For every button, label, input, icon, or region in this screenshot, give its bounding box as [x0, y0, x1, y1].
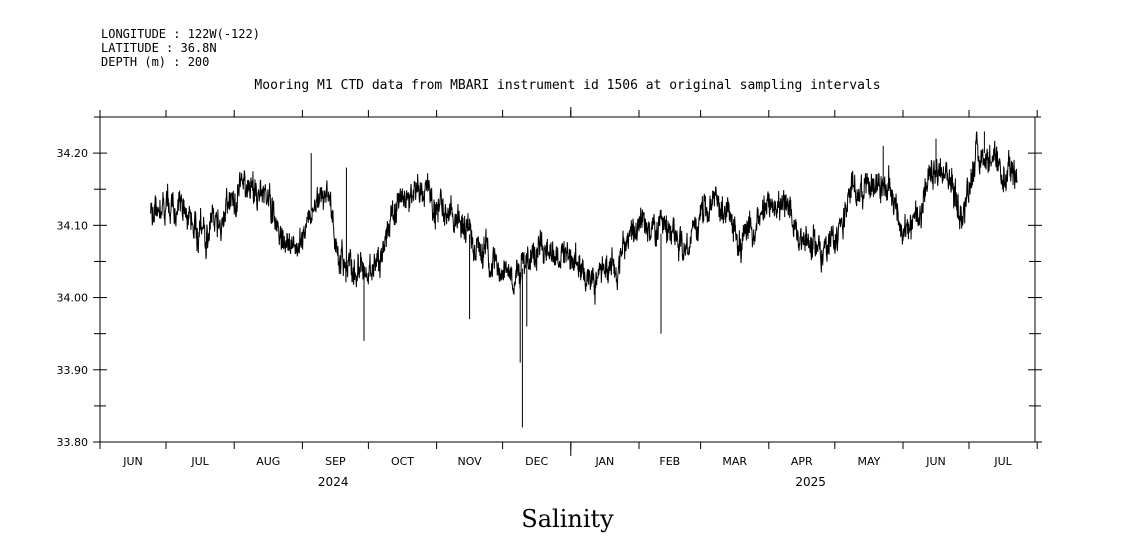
x-tick-label: AUG: [256, 455, 280, 468]
salinity-chart: 33.80 33.90 34.00 34.10 34.20 JUN JUL AUG SEP OCT…: [57, 107, 1042, 489]
year-label: 2024: [318, 475, 349, 489]
chart-title: Mooring M1 CTD data from MBARI instrumen…: [254, 78, 881, 93]
y-tick-label: 34.10: [57, 219, 89, 232]
x-tick-label: JAN: [594, 455, 614, 468]
longitude-label: LONGITUDE : 122W(-122): [101, 27, 260, 41]
x-tick-label: OCT: [391, 455, 414, 468]
x-axis-label: Salinity: [521, 505, 614, 533]
y-tick-label: 33.80: [57, 436, 89, 449]
x-tick-label: FEB: [659, 455, 680, 468]
salinity-series-line: [150, 131, 1018, 305]
plot-frame: [99, 116, 1036, 443]
depth-label: DEPTH (m) : 200: [101, 55, 210, 69]
y-tick-label: 33.90: [57, 364, 89, 377]
x-tick-label: NOV: [457, 455, 482, 468]
x-tick-label: APR: [791, 455, 813, 468]
axes: 33.80 33.90 34.00 34.10 34.20 JUN JUL AUG SEP OCT…: [57, 107, 1042, 489]
year-label: 2025: [795, 475, 826, 489]
x-tick-label: JUN: [122, 455, 143, 468]
x-tick-label: JUL: [190, 455, 209, 468]
x-tick-label: MAR: [722, 455, 747, 468]
data-layer: [150, 131, 1018, 428]
x-tick-label: MAY: [857, 455, 880, 468]
y-tick-label: 34.00: [57, 292, 89, 305]
x-tick-label: JUN: [925, 455, 946, 468]
x-tick-label: DEC: [525, 455, 548, 468]
y-tick-label: 34.20: [57, 147, 89, 160]
x-tick-label: SEP: [325, 455, 346, 468]
latitude-label: LATITUDE : 36.8N: [101, 41, 217, 55]
x-tick-label: JUL: [993, 455, 1012, 468]
